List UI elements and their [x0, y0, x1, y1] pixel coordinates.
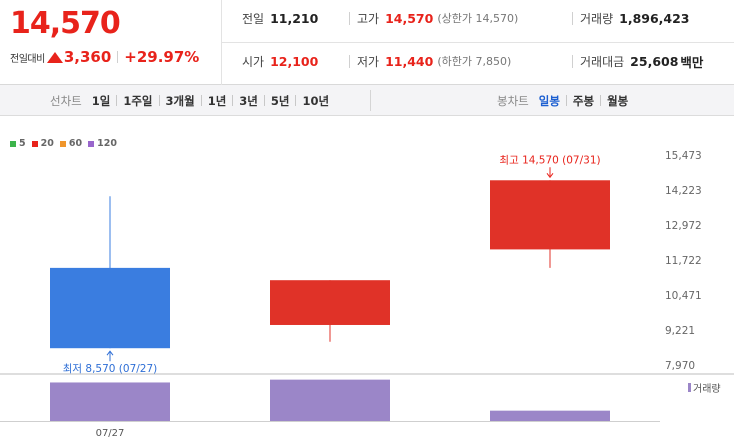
volume-value: 1,896,423 [619, 10, 690, 26]
line-chart-periods: 선차트 1일 1주일 3개월 1년 3년 5년 10년 [50, 85, 329, 116]
y-tick-label: 12,972 [665, 220, 702, 232]
up-arrow-icon [46, 51, 63, 63]
candle-body [490, 180, 610, 250]
change-rate: +29.97% [124, 48, 200, 66]
y-tick-label: 7,970 [665, 360, 695, 372]
divider [295, 95, 297, 106]
y-tick-label: 9,221 [665, 325, 695, 337]
candle-chart-title: 봉차트 [497, 93, 529, 108]
volume-legend-label: 거래량 [693, 384, 721, 395]
prev-close-value: 11,210 [270, 10, 319, 26]
period-1d[interactable]: 1일 [91, 93, 111, 108]
quote-summary: 14,570 전일대비 3,360 +29.97% 전일 11,210 고가 1… [0, 0, 734, 85]
divider [349, 12, 350, 25]
divider [263, 95, 265, 106]
divider [572, 12, 573, 25]
line-chart-title: 선차트 [50, 93, 82, 108]
low-cell: 저가 11,440 (하한가 7,850) [357, 53, 511, 69]
divider [349, 55, 350, 68]
price-box: 14,570 전일대비 3,360 +29.97% [0, 0, 222, 85]
candlestick-chart-svg: 15,473 14,223 12,972 11,722 10,471 9,221 7,970… [0, 150, 734, 439]
change-row: 전일대비 3,360 +29.97% [10, 48, 199, 66]
divider [117, 51, 119, 63]
divider [370, 90, 371, 111]
y-tick-label: 11,722 [665, 255, 702, 267]
low-label: 저가 [357, 54, 380, 69]
high-value: 14,570 [385, 10, 434, 26]
candle-body [50, 267, 170, 349]
legend-ma120: 120 [88, 138, 117, 149]
open-value: 12,100 [270, 53, 319, 69]
legend-label: 5 [19, 138, 26, 149]
divider [565, 95, 567, 106]
legend-swatch [688, 383, 691, 392]
y-tick-label: 10,471 [665, 290, 702, 302]
divider [158, 95, 160, 106]
moving-average-legend: 5 20 60 120 [10, 138, 123, 149]
upper-limit-note: (상한가 14,570) [437, 12, 519, 25]
volume-label: 거래량 [580, 11, 614, 26]
divider [572, 55, 573, 68]
legend-swatch [10, 140, 16, 147]
legend-swatch [31, 140, 38, 147]
period-weekly[interactable]: 주봉 [572, 93, 595, 108]
volume-bar [50, 382, 170, 421]
low-annotation: 최저 8,570 (07/27) [63, 363, 158, 375]
prev-close-label: 전일 [242, 11, 265, 26]
high-cell: 고가 14,570 (상한가 14,570) [357, 10, 518, 26]
high-label: 고가 [357, 11, 380, 26]
candle-body [270, 280, 390, 325]
open-label: 시가 [242, 54, 265, 69]
prev-close-cell: 전일 11,210 [242, 10, 318, 26]
high-arrowhead-icon [546, 172, 554, 179]
y-tick-label: 15,473 [665, 150, 702, 162]
current-price: 14,570 [10, 6, 121, 41]
legend-label: 120 [97, 138, 117, 149]
volume-cell: 거래량 1,896,423 [580, 10, 690, 26]
legend-swatch [59, 140, 66, 147]
period-monthly[interactable]: 월봉 [607, 93, 629, 108]
period-3y[interactable]: 3년 [239, 93, 258, 108]
period-3m[interactable]: 3개월 [165, 93, 195, 108]
trade-amount-label: 거래대금 [580, 54, 625, 69]
chart-toolbar: 선차트 1일 1주일 3개월 1년 3년 5년 10년 봉차트 일봉 주봉 월봉 [0, 85, 734, 116]
period-daily[interactable]: 일봉 [538, 93, 560, 108]
legend-label: 60 [68, 138, 83, 149]
period-1w[interactable]: 1주일 [123, 93, 153, 108]
period-5y[interactable]: 5년 [270, 93, 290, 108]
high-annotation: 최고 14,570 (07/31) [499, 154, 600, 166]
legend-ma20: 20 [31, 138, 54, 149]
volume-bar [270, 379, 390, 421]
legend-ma5: 5 [10, 138, 26, 149]
divider [222, 42, 734, 43]
price-chart: 5 20 60 120 15,473 14,223 12,972 11,722 10,4… [0, 116, 734, 446]
low-value: 11,440 [385, 53, 434, 69]
divider [600, 95, 602, 106]
change-value: 3,360 [63, 48, 112, 66]
divider [116, 95, 118, 106]
open-cell: 시가 12,100 [242, 53, 318, 69]
trade-amount-unit: 백만 [680, 54, 704, 70]
lower-limit-note: (하한가 7,850) [437, 55, 512, 68]
divider [232, 95, 234, 106]
legend-label: 20 [40, 138, 54, 149]
low-arrowhead-icon [106, 350, 114, 356]
candle-chart-periods: 봉차트 일봉 주봉 월봉 [497, 85, 628, 116]
volume-legend: 거래량 [688, 380, 721, 395]
trade-amount-cell: 거래대금 25,608 백만 [580, 53, 704, 70]
y-tick-label: 14,223 [665, 185, 702, 197]
legend-ma60: 60 [59, 138, 83, 149]
change-label: 전일대비 [10, 53, 45, 65]
divider [200, 95, 202, 106]
x-tick-label: 07/27 [96, 428, 125, 439]
period-1y[interactable]: 1년 [207, 93, 227, 108]
period-10y[interactable]: 10년 [302, 93, 330, 108]
volume-bar [490, 410, 610, 421]
legend-swatch [88, 140, 95, 147]
trade-amount-value: 25,608 [630, 53, 679, 69]
